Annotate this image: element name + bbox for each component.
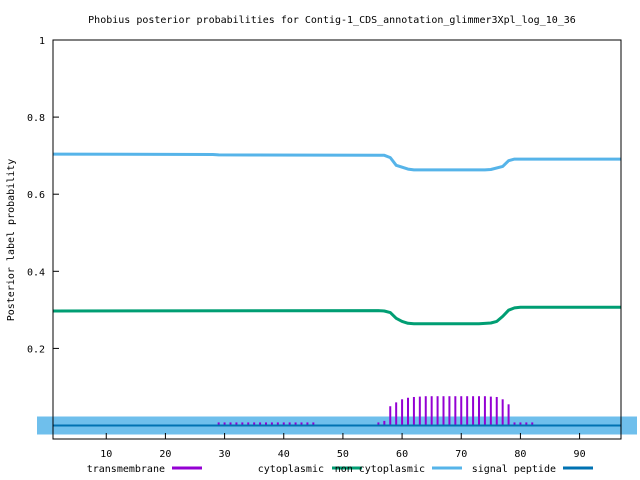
- y-axis-label: Posterior label probability: [6, 159, 17, 322]
- y-tick-label: 0.2: [27, 344, 45, 355]
- y-tick-label: 0.4: [27, 267, 45, 278]
- legend-label-signal-peptide: signal peptide: [472, 464, 556, 475]
- legend-label-transmembrane: transmembrane: [87, 464, 165, 475]
- x-tick-label: 90: [574, 449, 586, 460]
- x-tick-label: 50: [337, 449, 349, 460]
- x-tick-label: 80: [514, 449, 526, 460]
- x-tick-label: 30: [219, 449, 231, 460]
- x-tick-label: 60: [396, 449, 408, 460]
- y-tick-label: 1: [39, 36, 45, 47]
- non-cytoplasmic-line: [52, 152, 621, 172]
- x-tick-label: 10: [100, 449, 112, 460]
- chart-title: Phobius posterior probabilities for Cont…: [88, 15, 576, 26]
- cytoplasmic-line: [52, 305, 621, 326]
- x-tick-label: 40: [278, 449, 290, 460]
- legend-label-non-cytoplasmic: non cytoplasmic: [335, 464, 425, 475]
- plot-frame: [52, 39, 622, 440]
- x-tick-label: 70: [455, 449, 467, 460]
- y-tick-label: 0.6: [27, 190, 45, 201]
- y-tick-label: 0.8: [27, 113, 45, 124]
- x-tick-label: 20: [159, 449, 171, 460]
- legend-label-cytoplasmic: cytoplasmic: [258, 464, 324, 475]
